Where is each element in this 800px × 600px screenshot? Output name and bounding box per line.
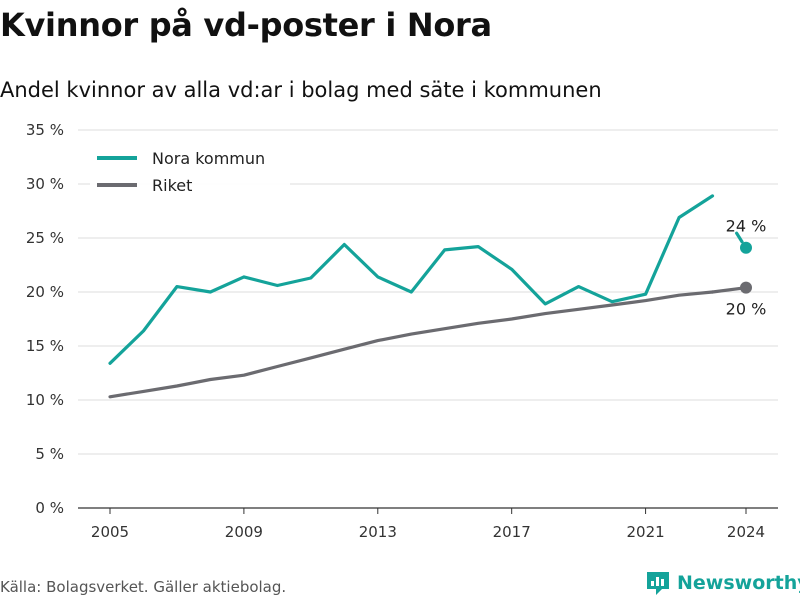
y-tick-label: 0 % — [35, 499, 64, 517]
x-tick-label: 2017 — [493, 523, 531, 541]
y-tick-label: 35 % — [26, 121, 64, 139]
newsworthy-logo-icon — [647, 572, 669, 595]
legend-label: Riket — [152, 176, 192, 195]
series-end-dot-nora — [740, 241, 752, 254]
y-tick-label: 15 % — [26, 337, 64, 355]
x-tick-label: 2005 — [91, 523, 129, 541]
chart-title: Kvinnor på vd-poster i Nora — [0, 6, 492, 44]
axes: 0 % 5 % 10 % 15 % 20 % 25 % 30 % 35 % 2005 2009 20… — [26, 121, 778, 541]
legend-background — [90, 146, 290, 196]
legend-label: Nora kommun — [152, 149, 265, 168]
series-end-label-riket: 20 % — [726, 300, 767, 319]
series-end-label-nora: 24 % — [726, 217, 767, 236]
series-line-nora — [108, 194, 715, 365]
legend: Nora kommun Riket — [90, 146, 290, 196]
y-tick-label: 5 % — [35, 445, 64, 463]
y-tick-label: 20 % — [26, 283, 64, 301]
series-end-dot-riket — [740, 281, 752, 294]
chart-subtitle: Andel kvinnor av alla vd:ar i bolag med … — [0, 78, 602, 102]
y-tick-label: 25 % — [26, 229, 64, 247]
source-note: Källa: Bolagsverket. Gäller aktiebolag. — [0, 578, 287, 596]
series-lines: 20 % 24 % — [108, 194, 767, 399]
series-last-segment-nora — [735, 231, 744, 244]
x-tick-label: 2013 — [359, 523, 397, 541]
brand-logo[interactable]: Newsworthy — [645, 570, 800, 596]
brand-name: Newsworthy — [677, 572, 800, 594]
x-tick-label: 2009 — [225, 523, 263, 541]
x-tick-label: 2024 — [727, 523, 765, 541]
x-tick-label: 2021 — [626, 523, 664, 541]
series-line-riket — [108, 290, 715, 399]
y-tick-label: 30 % — [26, 175, 64, 193]
y-tick-label: 10 % — [26, 391, 64, 409]
